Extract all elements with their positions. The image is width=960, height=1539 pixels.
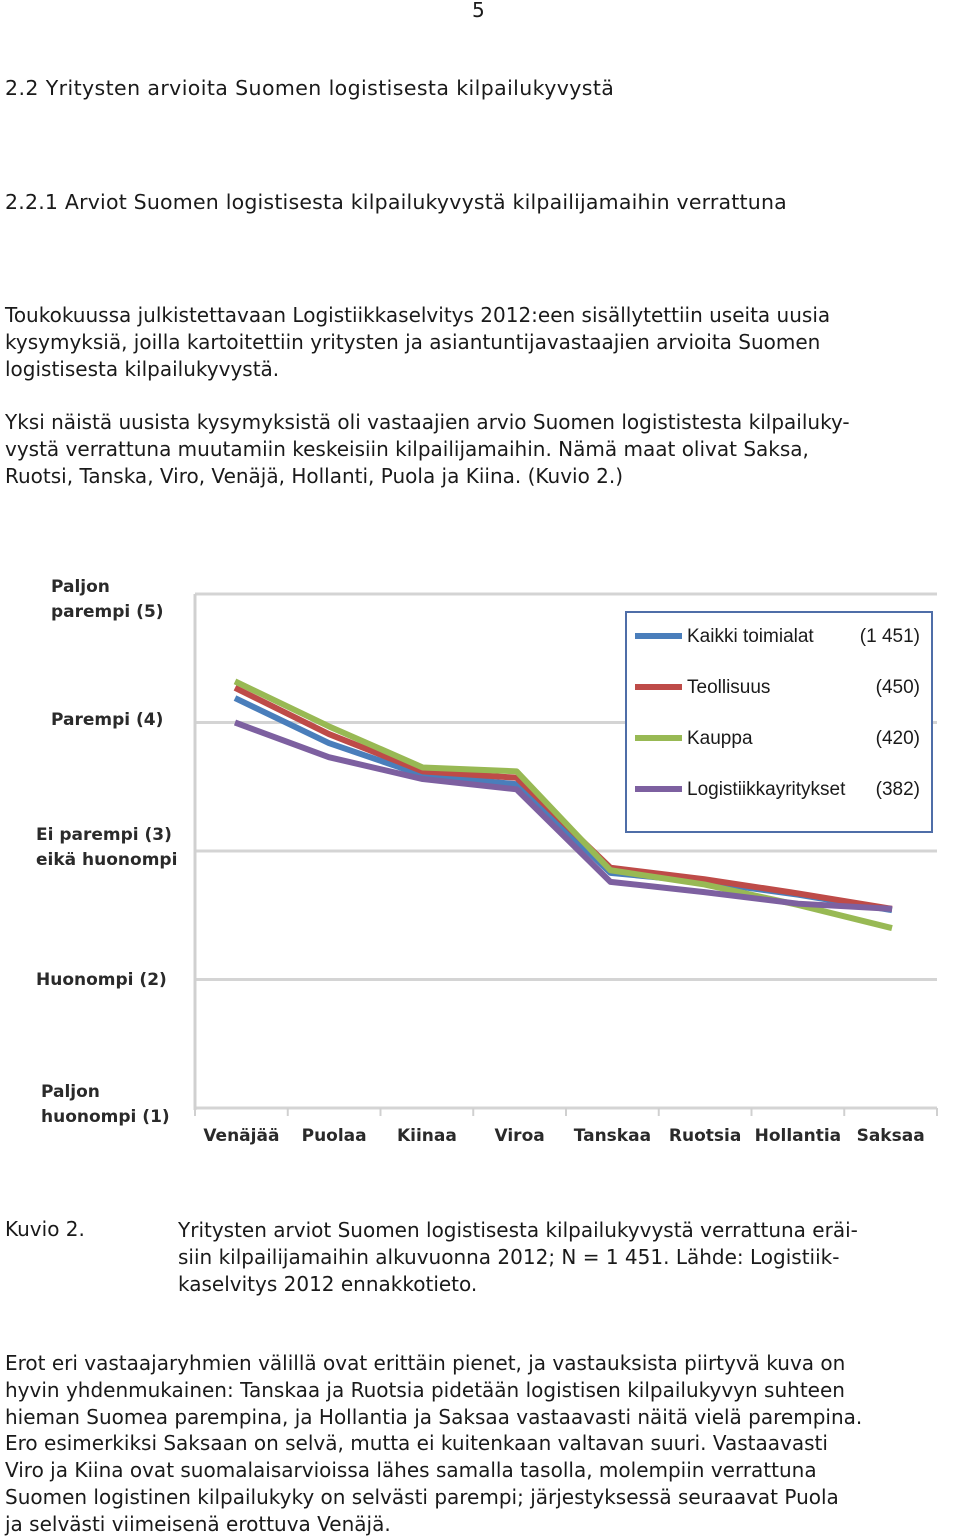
page-number: 5 — [472, 0, 485, 22]
legend-label: Kaikki toimialat — [687, 626, 814, 647]
paragraph-line: Ruotsi, Tanska, Viro, Venäjä, Hollanti, … — [5, 463, 624, 488]
legend: Kaikki toimialat (1 451) Teollisuus (450) Ka… — [625, 611, 933, 833]
legend-label: Logistiikkayritykset — [687, 779, 846, 800]
section-heading: 2.2 Yritysten arvioita Suomen logistises… — [5, 76, 615, 100]
x-tick-label: Hollantia — [755, 1126, 842, 1146]
legend-count: (450) — [876, 677, 920, 698]
x-tick-label: Ruotsia — [669, 1126, 741, 1146]
paragraph-line: Toukokuussa julkistettavaan Logistiikkas… — [5, 303, 831, 327]
legend-count: (420) — [876, 728, 920, 749]
y-tick-label: Huonompi (2) — [36, 970, 167, 990]
countries-paragraph: Yksi näistä uusista kysymyksistä oli vas… — [5, 409, 957, 489]
paragraph-line: Yksi näistä uusista kysymyksistä oli vas… — [5, 410, 850, 434]
paragraph-line: logistisesta kilpailukyvystä. — [5, 356, 280, 381]
legend-label: Teollisuus — [687, 677, 770, 698]
series-line-4 — [233, 719, 893, 912]
analysis-paragraph: Erot eri vastaajaryhmien välillä ovat er… — [5, 1350, 957, 1538]
y-axis-labels: Paljon parempi (5) Parempi (4) Ei parempi (… — [36, 577, 177, 1127]
country-comparison-chart: Paljon parempi (5) Parempi (4) Ei parempi (… — [36, 577, 938, 1146]
y-tick-label: eikä huonompi — [36, 850, 177, 870]
y-tick-label: Ei parempi (3) — [36, 825, 172, 845]
paragraph-line: Suomen logistinen kilpailukyky on selväs… — [5, 1484, 839, 1509]
series-lines — [233, 678, 893, 932]
paragraph-line: hieman Suomea parempina, ja Hollantia ja… — [5, 1404, 863, 1429]
x-tick-label: Venäjää — [203, 1126, 279, 1146]
y-tick-label: Paljon — [41, 1082, 100, 1102]
figure-caption-label: Kuvio 2. — [5, 1217, 85, 1241]
x-axis-labels: Venäjää Puolaa Kiinaa Viroa Tanskaa Ruotsia Ho… — [203, 1126, 924, 1146]
legend-box — [625, 611, 933, 833]
figure-caption: Yritysten arviot Suomen logistisesta kil… — [178, 1217, 923, 1297]
y-tick-label: parempi (5) — [51, 602, 164, 622]
x-tick-label: Viroa — [495, 1126, 545, 1146]
paragraph-line: kysymyksiä, joilla kartoitettiin yrityst… — [5, 329, 821, 354]
paragraph-line: vystä verrattuna muutamiin keskeisiin ki… — [5, 436, 809, 461]
legend-count: (1 451) — [860, 626, 920, 647]
x-tick-label: Kiinaa — [397, 1126, 457, 1146]
y-tick-label: Paljon — [51, 577, 110, 597]
paragraph-line: hyvin yhdenmukainen: Tanskaa ja Ruotsia … — [5, 1377, 845, 1402]
subsection-heading: 2.2.1 Arviot Suomen logistisesta kilpail… — [5, 190, 787, 214]
caption-line: siin kilpailijamaihin alkuvuonna 2012; N… — [178, 1244, 840, 1269]
paragraph-line: Ero esimerkiksi Saksaan on selvä, mutta … — [5, 1431, 828, 1456]
paragraph-line: Viro ja Kiina ovat suomalaisarvioissa lä… — [5, 1458, 817, 1483]
x-tick-label: Puolaa — [302, 1126, 367, 1146]
caption-line: kaselvitys 2012 ennakkotieto. — [178, 1271, 478, 1296]
x-tick-label: Tanskaa — [574, 1126, 651, 1146]
paragraph-line: ja selvästi viimeisenä erottuva Venäjä. — [5, 1511, 391, 1536]
legend-count: (382) — [876, 779, 920, 800]
x-tick-label: Saksaa — [857, 1126, 925, 1146]
intro-paragraph: Toukokuussa julkistettavaan Logistiikkas… — [5, 302, 957, 382]
y-tick-label: Parempi (4) — [51, 710, 163, 730]
caption-line: Yritysten arviot Suomen logistisesta kil… — [178, 1218, 858, 1242]
paragraph-line: Erot eri vastaajaryhmien välillä ovat er… — [5, 1351, 846, 1375]
y-tick-label: huonompi (1) — [41, 1107, 170, 1127]
legend-label: Kauppa — [687, 728, 753, 749]
